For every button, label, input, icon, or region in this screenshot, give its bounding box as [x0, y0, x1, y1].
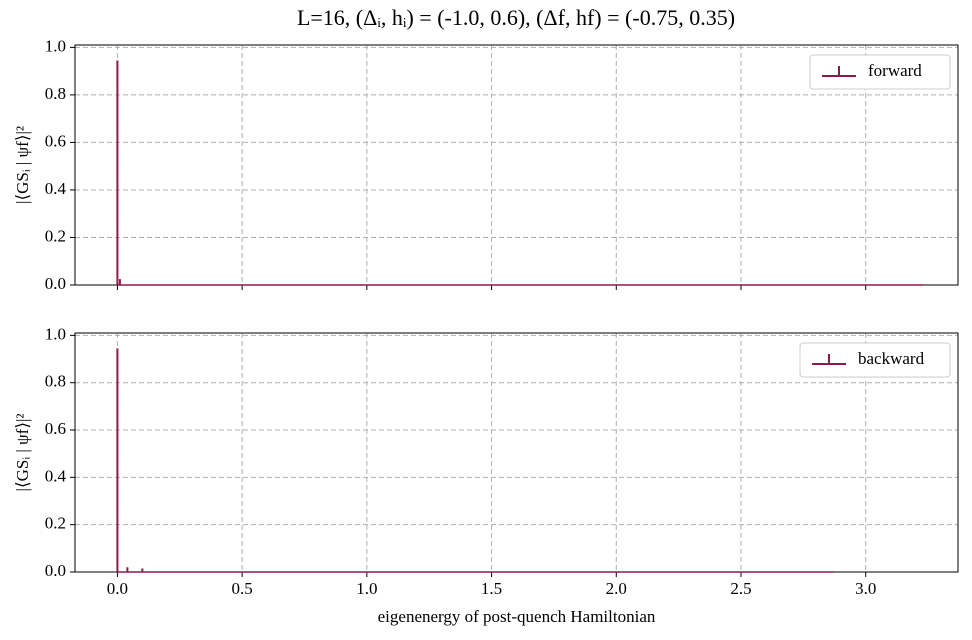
y-tick-label: 1.0: [45, 324, 66, 343]
y-tick-label: 0.2: [45, 514, 66, 533]
y-axis-label: |⟨GSᵢ | ψf⟩|²: [13, 414, 32, 492]
y-tick-label: 0.0: [45, 274, 66, 293]
legend-box: [809, 54, 951, 90]
y-tick-label: 0.8: [45, 84, 66, 103]
legend-label: forward: [868, 61, 922, 80]
x-tick-label: 0.0: [107, 579, 128, 598]
x-axis-label: eigenenergy of post-quench Hamiltonian: [378, 607, 656, 626]
y-tick-label: 0.6: [45, 419, 66, 438]
figure-title: L=16, (Δᵢ, hᵢ) = (-1.0, 0.6), (Δf, hf) =…: [297, 5, 735, 30]
x-tick-label: 0.5: [231, 579, 252, 598]
y-tick-label: 0.4: [45, 179, 67, 198]
y-tick-label: 0.0: [45, 561, 66, 580]
x-tick-label: 3.0: [855, 579, 876, 598]
y-tick-label: 0.8: [45, 372, 66, 391]
y-tick-label: 0.4: [45, 466, 67, 485]
x-tick-label: 1.0: [356, 579, 377, 598]
y-axis-label: |⟨GSᵢ | ψf⟩|²: [13, 126, 32, 204]
y-tick-label: 0.2: [45, 226, 66, 245]
x-tick-label: 2.0: [606, 579, 627, 598]
legend-label: backward: [858, 349, 925, 368]
y-tick-label: 1.0: [45, 36, 66, 55]
x-tick-label: 1.5: [481, 579, 502, 598]
legend-box: [799, 342, 951, 378]
y-tick-label: 0.6: [45, 131, 66, 150]
x-tick-label: 2.5: [730, 579, 751, 598]
